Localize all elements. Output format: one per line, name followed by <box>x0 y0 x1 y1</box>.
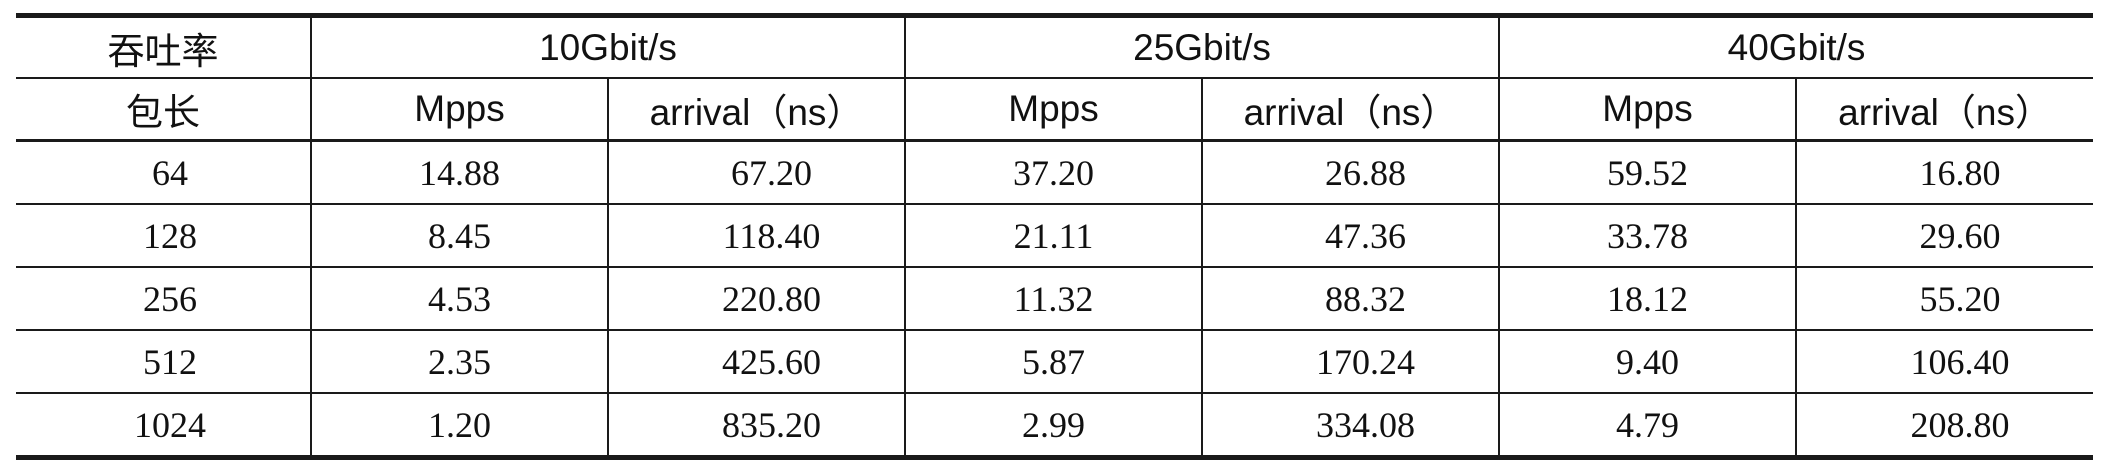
mpps-10g-cell: 8.45 <box>310 204 608 268</box>
subheader-mpps-10g: Mpps <box>310 78 608 142</box>
mpps-10g-cell: 2.35 <box>310 330 608 394</box>
mpps-40g-cell: 59.52 <box>1498 140 1797 205</box>
table-row: 64 14.88 67.20 37.20 26.88 59.52 16.80 <box>16 140 2094 205</box>
mpps-40g-cell: 33.78 <box>1498 204 1797 268</box>
packet-length-cell: 256 <box>16 267 311 331</box>
group-header-40g: 40Gbit/s <box>1498 15 2094 79</box>
subheader-mpps-25g: Mpps <box>904 78 1203 142</box>
mpps-25g-cell: 11.32 <box>904 267 1203 331</box>
subheader-arrival-40g: arrival（ns） <box>1795 78 2094 142</box>
arrival-25g-cell: 170.24 <box>1201 330 1500 394</box>
arrival-25g-cell: 88.32 <box>1201 267 1500 331</box>
arrival-10g-cell: 67.20 <box>606 140 906 205</box>
arrival-40g-cell: 16.80 <box>1795 140 2094 205</box>
packet-length-cell: 64 <box>16 140 311 205</box>
mpps-25g-cell: 5.87 <box>904 330 1203 394</box>
arrival-40g-cell: 55.20 <box>1795 267 2094 331</box>
arrival-40g-cell: 106.40 <box>1795 330 2094 394</box>
subheader-arrival-10g: arrival（ns） <box>606 78 906 142</box>
arrival-40g-cell: 29.60 <box>1795 204 2094 268</box>
throughput-table: 吞吐率 10Gbit/s 25Gbit/s 40Gbit/s 包长 Mpps a… <box>16 13 2094 460</box>
mpps-10g-cell: 14.88 <box>310 140 608 205</box>
corner-header-throughput: 吞吐率 <box>16 15 311 79</box>
throughput-table-container: 吞吐率 10Gbit/s 25Gbit/s 40Gbit/s 包长 Mpps a… <box>16 13 2094 460</box>
arrival-10g-cell: 425.60 <box>606 330 906 394</box>
table-row: 512 2.35 425.60 5.87 170.24 9.40 106.40 <box>16 330 2094 394</box>
group-header-25g: 25Gbit/s <box>904 15 1500 79</box>
mpps-25g-cell: 2.99 <box>904 393 1203 458</box>
table-body: 64 14.88 67.20 37.20 26.88 59.52 16.80 1… <box>16 140 2094 458</box>
arrival-25g-cell: 26.88 <box>1201 140 1500 205</box>
header-row-groups: 吞吐率 10Gbit/s 25Gbit/s 40Gbit/s <box>16 15 2094 79</box>
arrival-10g-cell: 118.40 <box>606 204 906 268</box>
mpps-40g-cell: 9.40 <box>1498 330 1797 394</box>
subheader-arrival-25g: arrival（ns） <box>1201 78 1500 142</box>
table-row: 1024 1.20 835.20 2.99 334.08 4.79 208.80 <box>16 393 2094 458</box>
mpps-25g-cell: 21.11 <box>904 204 1203 268</box>
packet-length-cell: 1024 <box>134 404 206 445</box>
packet-length-cell: 512 <box>16 330 311 394</box>
packet-length-cell: 128 <box>16 204 311 268</box>
arrival-25g-cell: 47.36 <box>1201 204 1500 268</box>
header-row-subcolumns: 包长 Mpps arrival（ns） Mpps arrival（ns） Mpp… <box>16 78 2094 142</box>
arrival-25g-cell: 334.08 <box>1201 393 1500 458</box>
arrival-10g-cell: 220.80 <box>606 267 906 331</box>
table-row: 128 8.45 118.40 21.11 47.36 33.78 29.60 <box>16 204 2094 268</box>
mpps-40g-cell: 18.12 <box>1498 267 1797 331</box>
group-header-10g: 10Gbit/s <box>309 15 906 79</box>
mpps-10g-cell: 1.20 <box>310 393 608 458</box>
subheader-mpps-40g: Mpps <box>1498 78 1797 142</box>
mpps-10g-cell: 4.53 <box>310 267 608 331</box>
arrival-10g-cell: 835.20 <box>606 393 906 458</box>
table-row: 256 4.53 220.80 11.32 88.32 18.12 55.20 <box>16 267 2094 331</box>
mpps-40g-cell: 4.79 <box>1498 393 1797 458</box>
corner-header-packet-length: 包长 <box>16 78 311 142</box>
arrival-40g-cell: 208.80 <box>1795 393 2094 458</box>
mpps-25g-cell: 37.20 <box>904 140 1203 205</box>
